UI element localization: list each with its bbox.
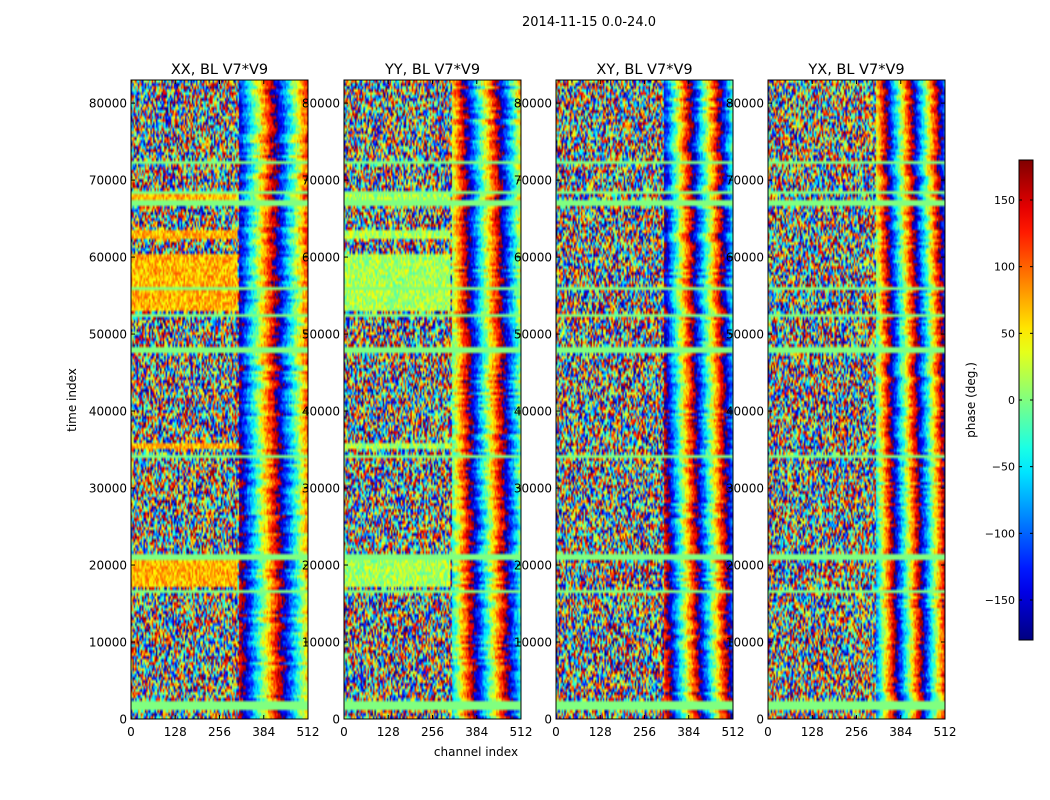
x-tick-label: 384 (889, 725, 912, 739)
y-tick-label: 10000 (89, 636, 127, 650)
y-tick-label: 30000 (302, 482, 340, 496)
panel-title: XY, BL V7*V9 (596, 62, 692, 78)
colorbar-label: phase (deg.) (964, 362, 978, 438)
y-tick-label: 80000 (302, 97, 340, 111)
colorbar-tick-label: 0 (1008, 394, 1015, 407)
panel-yx: YX, BL V7*V9 0 128 256 384 512 0 10000 20000 3000… (726, 62, 957, 739)
x-tick-label: 128 (589, 725, 612, 739)
y-tick-label: 0 (119, 713, 127, 727)
y-tick-label: 60000 (89, 251, 127, 265)
x-tick-label: 128 (801, 725, 824, 739)
x-tick-label: 0 (552, 725, 560, 739)
y-tick-label: 20000 (726, 559, 764, 573)
colorbar-tick-label: 50 (1001, 327, 1015, 340)
panel-xx: XX, BL V7*V9 0 128 256 384 512 0 10000 20000 3000… (89, 62, 320, 739)
x-tick-label: 512 (722, 725, 745, 739)
colorbar-tick-label: −50 (992, 461, 1015, 474)
x-axis-label: channel index (434, 745, 518, 759)
colorbar-tick-label: −150 (985, 594, 1015, 607)
y-tick-label: 40000 (726, 405, 764, 419)
y-tick-label: 80000 (726, 97, 764, 111)
y-tick-label: 50000 (89, 328, 127, 342)
x-tick-label: 384 (252, 725, 275, 739)
x-tick-label: 0 (764, 725, 772, 739)
y-tick-label: 10000 (726, 636, 764, 650)
y-tick-label: 60000 (514, 251, 552, 265)
y-axis-label: time index (65, 368, 79, 432)
y-tick-label: 70000 (514, 174, 552, 188)
panel-title: XX, BL V7*V9 (171, 62, 268, 78)
y-tick-label: 10000 (302, 636, 340, 650)
y-tick-label: 80000 (89, 97, 127, 111)
x-tick-label: 256 (633, 725, 656, 739)
panel-yy: YY, BL V7*V9 0 128 256 384 512 0 10000 20000 3000… (302, 62, 533, 739)
y-tick-label: 40000 (302, 405, 340, 419)
colorbar: 150 100 50 0 −50 −100 −150 (985, 159, 1034, 641)
y-tick-label: 30000 (89, 482, 127, 496)
colorbar-tick-label: 100 (994, 261, 1015, 274)
x-tick-label: 128 (164, 725, 187, 739)
x-tick-label: 256 (421, 725, 444, 739)
heatmap-image (556, 80, 733, 719)
y-tick-label: 70000 (302, 174, 340, 188)
heatmap-image (344, 80, 521, 719)
x-tick-label: 512 (510, 725, 533, 739)
x-tick-label: 0 (340, 725, 348, 739)
y-tick-label: 10000 (514, 636, 552, 650)
y-tick-label: 80000 (514, 97, 552, 111)
y-tick-label: 0 (544, 713, 552, 727)
y-tick-label: 30000 (514, 482, 552, 496)
y-tick-label: 40000 (514, 405, 552, 419)
y-tick-label: 20000 (514, 559, 552, 573)
y-tick-label: 30000 (726, 482, 764, 496)
y-tick-label: 0 (756, 713, 764, 727)
x-tick-label: 256 (208, 725, 231, 739)
y-tick-label: 20000 (89, 559, 127, 573)
y-tick-label: 20000 (302, 559, 340, 573)
y-tick-label: 40000 (89, 405, 127, 419)
figure-title: 2014-11-15 0.0-24.0 (522, 15, 656, 30)
y-tick-label: 60000 (726, 251, 764, 265)
y-tick-label: 50000 (302, 328, 340, 342)
y-tick-label: 50000 (726, 328, 764, 342)
x-tick-label: 0 (127, 725, 135, 739)
y-tick-label: 70000 (89, 174, 127, 188)
x-tick-label: 384 (677, 725, 700, 739)
heatmap-image (131, 80, 308, 719)
heatmap-image (768, 80, 945, 719)
x-tick-label: 512 (297, 725, 320, 739)
x-tick-label: 384 (465, 725, 488, 739)
y-tick-label: 50000 (514, 328, 552, 342)
x-tick-label: 256 (845, 725, 868, 739)
panels-group: XX, BL V7*V9 0 128 256 384 512 0 10000 20000 3000… (89, 62, 957, 739)
colorbar-tick-label: −100 (985, 527, 1015, 540)
colorbar-tick-label: 150 (994, 194, 1015, 207)
panel-xy: XY, BL V7*V9 0 128 256 384 512 0 10000 20000 3000… (514, 62, 745, 739)
panel-title: YX, BL V7*V9 (807, 62, 904, 78)
panel-title: YY, BL V7*V9 (384, 62, 480, 78)
y-tick-label: 70000 (726, 174, 764, 188)
y-tick-label: 0 (332, 713, 340, 727)
x-tick-label: 512 (934, 725, 957, 739)
y-tick-label: 60000 (302, 251, 340, 265)
x-tick-label: 128 (377, 725, 400, 739)
